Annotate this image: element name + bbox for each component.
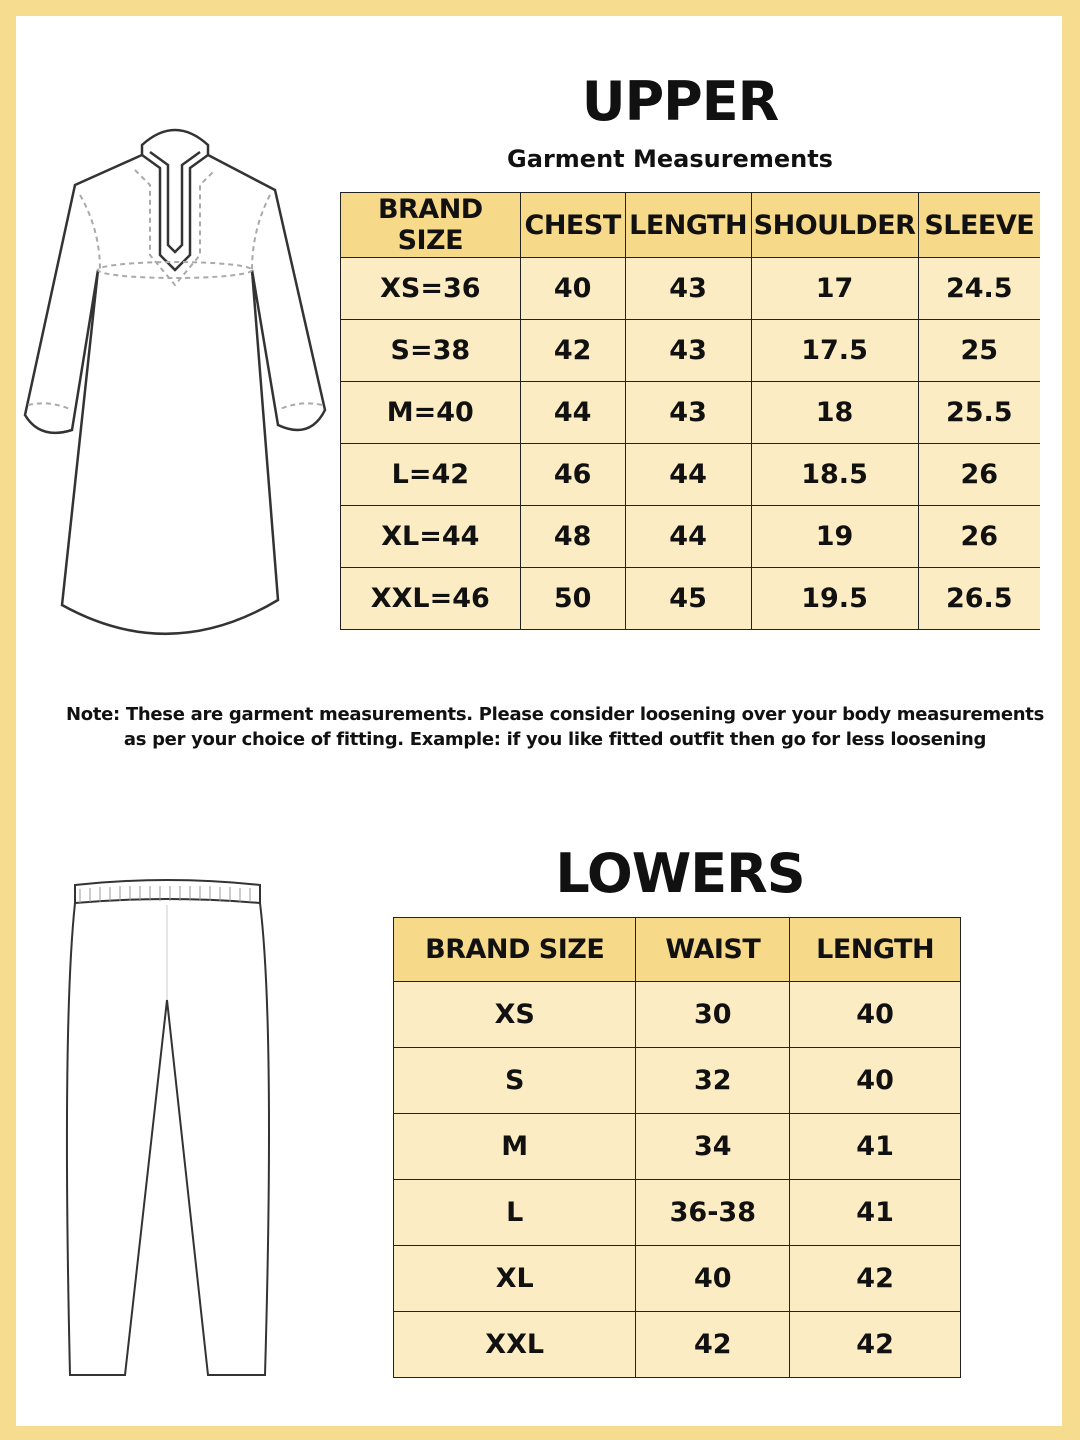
table-cell: XXL=46: [340, 567, 521, 630]
table-cell: 42: [789, 1311, 961, 1378]
table-cell: M: [392, 1113, 637, 1180]
table-cell: 26: [917, 443, 1040, 506]
table-cell: 43: [624, 319, 752, 382]
upper-subtitle: Garment Measurements: [507, 145, 833, 173]
table-cell: 40: [789, 1047, 961, 1114]
note-line-1: Note: These are garment measurements. Pl…: [66, 704, 1044, 725]
table-cell: 19.5: [750, 567, 919, 630]
table-cell: 50: [519, 567, 626, 630]
table-cell: XXL: [392, 1311, 637, 1378]
table-cell: 25: [917, 319, 1040, 382]
table-row: XL 40 42: [392, 1245, 961, 1312]
table-cell: S=38: [340, 319, 521, 382]
table-cell: 36-38: [635, 1179, 791, 1246]
table-row: M=40 44 43 18 25.5: [340, 381, 1040, 444]
table-cell: 41: [789, 1179, 961, 1246]
table-cell: 17: [750, 257, 919, 320]
col-brand-size: BRAND SIZE: [392, 917, 637, 982]
table-cell: 19: [750, 505, 919, 568]
table-row: M 34 41: [392, 1113, 961, 1180]
table-cell: 43: [624, 381, 752, 444]
table-cell: XS=36: [340, 257, 521, 320]
table-cell: XL: [392, 1245, 637, 1312]
table-row: XL=44 48 44 19 26: [340, 505, 1040, 568]
table-cell: 48: [519, 505, 626, 568]
table-row: XXL 42 42: [392, 1311, 961, 1378]
table-cell: 42: [635, 1311, 791, 1378]
table-cell: 42: [519, 319, 626, 382]
table-cell: 46: [519, 443, 626, 506]
table-cell: 44: [624, 443, 752, 506]
table-cell: XS: [392, 981, 637, 1048]
table-header-row: BRAND SIZE CHEST LENGTH SHOULDER SLEEVE: [340, 192, 1040, 258]
table-cell: S: [392, 1047, 637, 1114]
upper-size-table: BRAND SIZE CHEST LENGTH SHOULDER SLEEVE …: [340, 192, 1040, 630]
table-cell: 44: [519, 381, 626, 444]
table-cell: 40: [519, 257, 626, 320]
table-row: L 36-38 41: [392, 1179, 961, 1246]
table-row: XS 30 40: [392, 981, 961, 1048]
col-sleeve: SLEEVE: [917, 192, 1040, 258]
table-row: S=38 42 43 17.5 25: [340, 319, 1040, 382]
table-cell: L: [392, 1179, 637, 1246]
table-header-row: BRAND SIZE WAIST LENGTH: [392, 917, 961, 982]
table-row: XS=36 40 43 17 24.5: [340, 257, 1040, 320]
table-cell: 45: [624, 567, 752, 630]
col-length: LENGTH: [624, 192, 752, 258]
table-cell: 42: [789, 1245, 961, 1312]
col-shoulder: SHOULDER: [750, 192, 919, 258]
table-cell: XL=44: [340, 505, 521, 568]
table-cell: 26: [917, 505, 1040, 568]
table-cell: M=40: [340, 381, 521, 444]
col-length: LENGTH: [789, 917, 961, 982]
lowers-size-table: BRAND SIZE WAIST LENGTH XS 30 40 S 32 40 M 34 41…: [392, 917, 961, 1378]
table-cell: 41: [789, 1113, 961, 1180]
table-cell: 18.5: [750, 443, 919, 506]
table-cell: 34: [635, 1113, 791, 1180]
table-cell: 40: [635, 1245, 791, 1312]
table-row: XXL=46 50 45 19.5 26.5: [340, 567, 1040, 630]
table-cell: 24.5: [917, 257, 1040, 320]
table-cell: 26.5: [917, 567, 1040, 630]
table-cell: 43: [624, 257, 752, 320]
table-cell: 44: [624, 505, 752, 568]
table-cell: 32: [635, 1047, 791, 1114]
table-cell: L=42: [340, 443, 521, 506]
note: Note: These are garment measurements. Pl…: [60, 702, 1050, 752]
kurta-illustration: [23, 128, 327, 635]
col-brand-size: BRAND SIZE: [340, 192, 521, 258]
col-chest: CHEST: [519, 192, 626, 258]
col-waist: WAIST: [635, 917, 791, 982]
pants-illustration: [65, 879, 270, 1376]
table-cell: 18: [750, 381, 919, 444]
table-row: L=42 46 44 18.5 26: [340, 443, 1040, 506]
table-cell: 17.5: [750, 319, 919, 382]
lowers-title: LOWERS: [555, 842, 805, 905]
table-cell: 30: [635, 981, 791, 1048]
table-cell: 40: [789, 981, 961, 1048]
table-cell: 25.5: [917, 381, 1040, 444]
upper-title: UPPER: [581, 70, 779, 133]
table-row: S 32 40: [392, 1047, 961, 1114]
note-line-2: as per your choice of fitting. Example: …: [123, 729, 987, 750]
